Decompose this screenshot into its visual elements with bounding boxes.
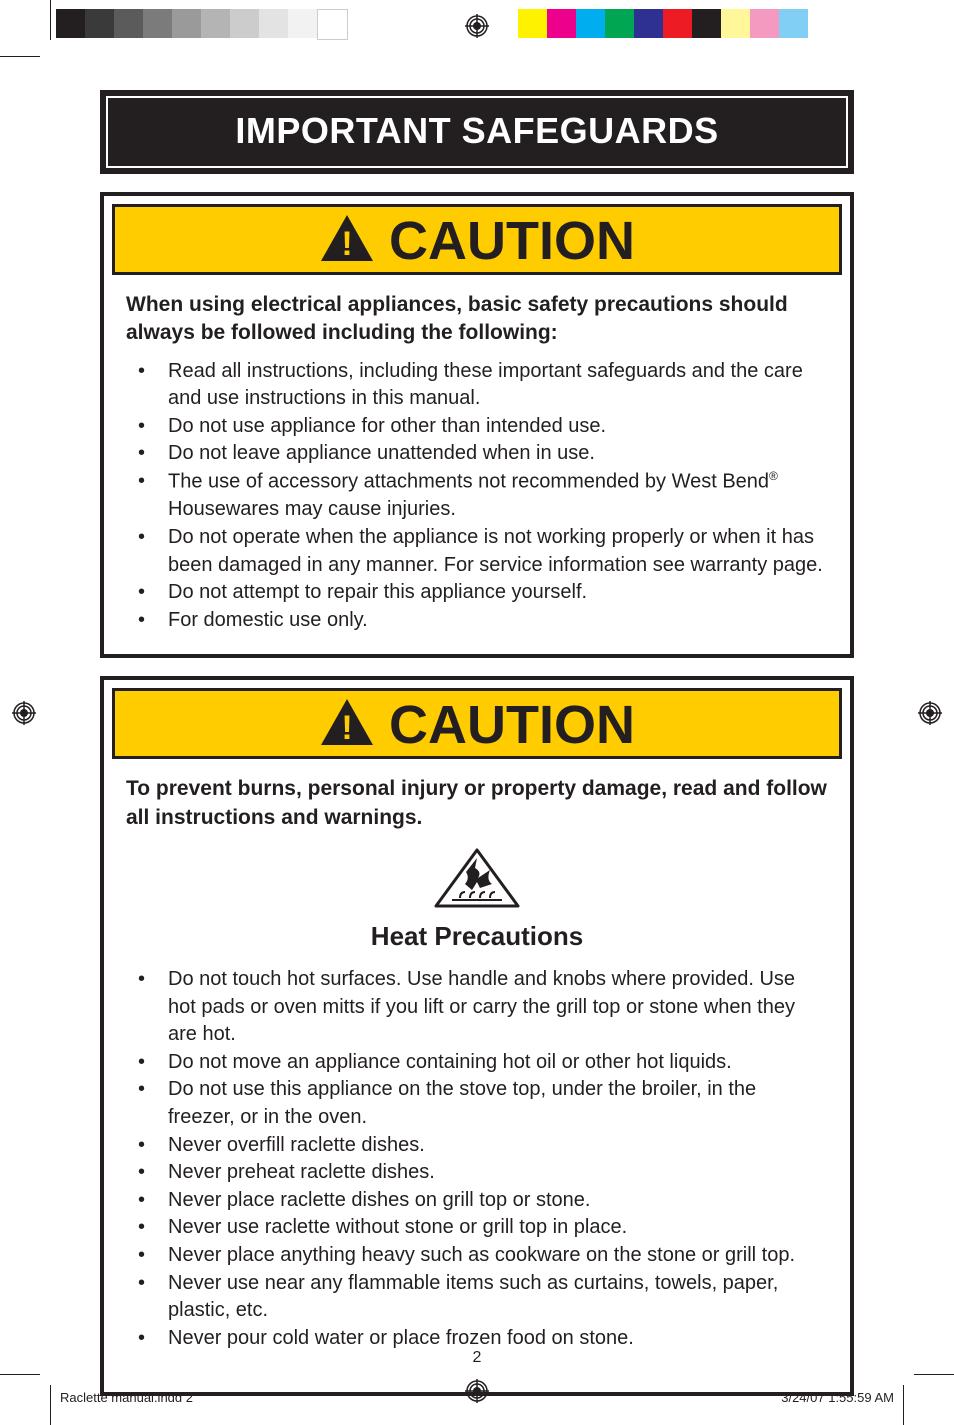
swatch [288,9,317,38]
swatch [172,9,201,38]
swatch [201,9,230,38]
caution-box-1: ! CAUTION When using electrical applianc… [100,192,854,658]
swatch [721,9,750,38]
crop-mark [0,56,40,57]
title-band: IMPORTANT SAFEGUARDS [100,90,854,174]
list-item: Do not operate when the appliance is not… [126,524,828,579]
list-item: Never place anything heavy such as cookw… [126,1242,828,1270]
footer-filename: Raclette manual.indd 2 [60,1390,193,1405]
crop-mark [0,1374,40,1375]
swatch [576,9,605,38]
crop-mark [903,1385,904,1425]
swatch [259,9,288,38]
list-item: Read all instructions, including these i… [126,358,828,413]
caution-label: CAUTION [389,214,635,268]
swatch [692,9,721,38]
list-item: Do not leave appliance unattended when i… [126,440,828,468]
crop-mark [914,1374,954,1375]
swatch [143,9,172,38]
warning-triangle-icon: ! [319,697,375,752]
registration-mark-icon [465,14,489,38]
list-item: Do not move an appliance containing hot … [126,1049,828,1077]
section1-intro: When using electrical appliances, basic … [104,283,850,358]
page-title: IMPORTANT SAFEGUARDS [235,110,718,151]
warning-triangle-icon: ! [319,213,375,268]
crop-mark [50,1385,51,1425]
list-item: For domestic use only. [126,607,828,635]
content-area: IMPORTANT SAFEGUARDS ! CAUTION When usin… [100,90,854,1325]
registration-mark-icon [918,701,942,725]
page: IMPORTANT SAFEGUARDS ! CAUTION When usin… [0,0,954,1425]
svg-text:!: ! [341,225,352,263]
swatch [56,9,85,38]
swatch [750,9,779,38]
list-item: Never preheat raclette dishes. [126,1159,828,1187]
hot-surface-icon [104,848,850,915]
page-number: 2 [0,1349,954,1367]
safeguard-list-1: Read all instructions, including these i… [104,358,850,655]
list-item: Never use raclette without stone or gril… [126,1214,828,1242]
crop-mark [50,0,51,40]
list-item: Never place raclette dishes on grill top… [126,1187,828,1215]
svg-text:!: ! [341,709,352,747]
swatch [85,9,114,38]
caution-band: ! CAUTION [112,204,842,275]
list-item: Do not touch hot surfaces. Use handle an… [126,966,828,1049]
list-item: Never use near any flammable items such … [126,1270,828,1325]
list-item: Do not use this appliance on the stove t… [126,1076,828,1131]
swatch [317,9,348,40]
heat-precautions-heading: Heat Precautions [104,921,850,952]
swatch [663,9,692,38]
list-item: Do not use appliance for other than inte… [126,413,828,441]
swatch [230,9,259,38]
swatch [114,9,143,38]
swatch [518,9,547,38]
list-item: The use of accessory attachments not rec… [126,468,828,524]
list-item: Never overfill raclette dishes. [126,1132,828,1160]
swatch [605,9,634,38]
list-item: Do not attempt to repair this appliance … [126,579,828,607]
swatch [779,9,808,38]
safeguard-list-2: Do not touch hot surfaces. Use handle an… [104,966,850,1392]
caution-band: ! CAUTION [112,688,842,759]
footer-datetime: 3/24/07 1:55:59 AM [781,1390,894,1405]
registration-mark-icon [12,701,36,725]
section2-intro: To prevent burns, personal injury or pro… [104,767,850,842]
caution-box-2: ! CAUTION To prevent burns, personal inj… [100,676,854,1396]
swatch [547,9,576,38]
swatch [634,9,663,38]
caution-label: CAUTION [389,698,635,752]
